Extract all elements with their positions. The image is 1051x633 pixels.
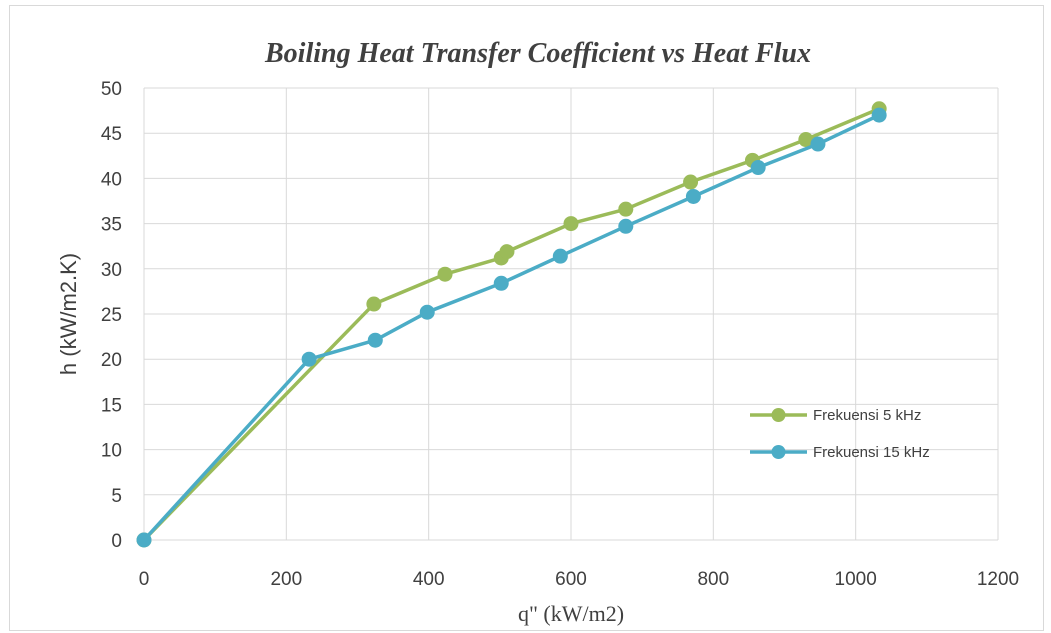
data-point — [798, 132, 814, 148]
x-tick-label: 1200 — [977, 569, 1019, 590]
data-point — [685, 188, 701, 204]
series-group — [136, 101, 887, 548]
data-point — [618, 201, 634, 217]
y-tick-label: 10 — [101, 441, 122, 462]
legend-marker — [771, 408, 786, 422]
data-point — [499, 244, 515, 260]
legend-item: Frekuensi 5 kHz — [750, 407, 921, 424]
y-tick-label: 15 — [101, 395, 122, 416]
y-tick-label: 30 — [101, 260, 122, 281]
legend: Frekuensi 5 kHz Frekuensi 15 kHz — [750, 407, 930, 461]
data-point — [419, 304, 435, 320]
series-line — [142, 107, 880, 542]
x-tick-label: 400 — [413, 569, 445, 590]
data-point — [683, 174, 699, 190]
x-tick-label: 800 — [697, 569, 729, 590]
data-point — [618, 218, 634, 234]
data-point — [136, 532, 152, 548]
legend-marker — [771, 445, 786, 459]
grid — [143, 87, 999, 541]
series-2 — [136, 107, 887, 548]
y-tick-label: 0 — [111, 531, 122, 552]
legend-item: Frekuensi 15 kHz — [750, 444, 930, 461]
y-tick-label: 20 — [101, 350, 122, 371]
y-tick-label: 45 — [101, 124, 122, 145]
data-point — [366, 296, 382, 312]
x-tick-labels: 0 200 400 600 800 1000 1200 — [139, 569, 1019, 590]
y-tick-label: 35 — [101, 215, 122, 236]
data-point — [493, 275, 509, 291]
y-tick-label: 5 — [111, 486, 122, 507]
data-point — [871, 107, 887, 123]
y-axis-label: h (kW/m2.K) — [56, 253, 81, 375]
x-axis-label: q" (kW/m2) — [518, 601, 624, 626]
data-point — [750, 160, 766, 176]
y-tick-labels: 0 5 10 15 20 25 30 35 40 45 50 — [101, 79, 122, 552]
y-tick-label: 50 — [101, 79, 122, 100]
y-tick-label: 40 — [101, 169, 122, 190]
y-tick-label: 25 — [101, 305, 122, 326]
series-1 — [136, 101, 887, 548]
data-point — [367, 332, 383, 348]
x-tick-label: 600 — [555, 569, 587, 590]
chart-frame — [9, 5, 1044, 631]
x-tick-label: 1000 — [835, 569, 877, 590]
x-tick-label: 200 — [270, 569, 302, 590]
legend-label: Frekuensi 15 kHz — [813, 444, 930, 461]
data-point — [301, 351, 317, 367]
data-point — [552, 248, 568, 264]
legend-label: Frekuensi 5 kHz — [813, 407, 921, 424]
data-point — [437, 266, 453, 282]
data-point — [810, 136, 826, 152]
x-tick-label: 0 — [139, 569, 150, 590]
chart-title: Boiling Heat Transfer Coefficient vs Hea… — [264, 38, 811, 69]
data-point — [563, 216, 579, 232]
